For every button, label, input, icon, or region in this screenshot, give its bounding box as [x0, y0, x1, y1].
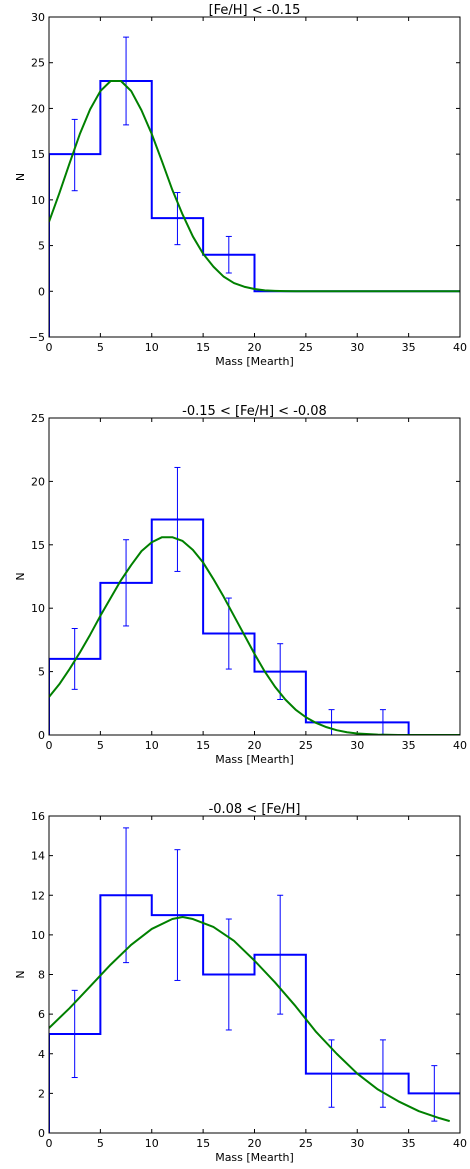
chart-title: -0.08 < [Fe/H]: [209, 802, 301, 817]
y-axis-label: N: [14, 572, 27, 580]
y-tick-label: 25: [31, 57, 45, 70]
fit-curve: [49, 80, 460, 293]
y-tick-label: 5: [38, 666, 45, 679]
x-tick-label: 15: [196, 1137, 210, 1150]
plot-frame: [48, 417, 461, 736]
plot-frame: [48, 815, 461, 1134]
x-tick-label: 0: [46, 341, 53, 354]
y-tick-label: 8: [38, 969, 45, 982]
chart-title: -0.15 < [Fe/H] < -0.08: [182, 404, 327, 419]
x-tick-label: 35: [402, 1137, 416, 1150]
y-tick-label: 0: [38, 285, 45, 298]
x-tick-label: 5: [97, 1137, 104, 1150]
x-tick-label: 30: [350, 739, 364, 752]
x-tick-label: 0: [46, 739, 53, 752]
plot-area: [49, 466, 460, 735]
x-tick-label: 30: [350, 341, 364, 354]
y-tick-label: 0: [38, 1127, 45, 1140]
y-tick-label: 5: [38, 240, 45, 253]
x-tick-label: 20: [248, 739, 262, 752]
y-tick-label: 15: [31, 148, 45, 161]
y-tick-label: 4: [38, 1048, 45, 1061]
x-tick-label: 10: [145, 1137, 159, 1150]
x-tick-label: 25: [299, 739, 313, 752]
y-tick-label: 10: [31, 194, 45, 207]
y-tick-label: 10: [31, 602, 45, 615]
x-tick-label: 35: [402, 341, 416, 354]
x-tick-label: 35: [402, 739, 416, 752]
chart-panel-2: -0.15 < [Fe/H] < -0.08 0 5 10 15 20 25 30 35 40 0 5…: [14, 404, 467, 766]
x-tick-label: 10: [145, 341, 159, 354]
x-tick-label: 15: [196, 739, 210, 752]
y-axis-label: N: [14, 173, 27, 181]
x-tick-label: 15: [196, 341, 210, 354]
y-tick-label: 12: [31, 889, 45, 902]
x-tick-label: 40: [453, 739, 467, 752]
x-tick-label: 10: [145, 739, 159, 752]
y-tick-label: 10: [31, 929, 45, 942]
x-tick-label: 20: [248, 341, 262, 354]
x-tick-label: 25: [299, 341, 313, 354]
x-tick-label: 40: [453, 1137, 467, 1150]
chart-panel-3: -0.08 < [Fe/H] 0 5 10 15 20 25 30 35 40 0 2 4 6 8 10 12 1…: [14, 802, 467, 1164]
x-tick-label: 0: [46, 1137, 53, 1150]
x-axis-label: Mass [Mearth]: [215, 753, 294, 766]
x-tick-label: 5: [97, 739, 104, 752]
y-tick-label: 30: [31, 11, 45, 24]
x-axis-label: Mass [Mearth]: [215, 1151, 294, 1164]
x-tick-label: 20: [248, 1137, 262, 1150]
x-tick-label: 5: [97, 341, 104, 354]
x-axis-label: Mass [Mearth]: [215, 355, 294, 368]
y-axis-label: N: [14, 970, 27, 978]
fit-curve: [49, 916, 451, 1123]
y-tick-label: 15: [31, 539, 45, 552]
x-tick-label: 25: [299, 1137, 313, 1150]
chart-title: [Fe/H] < -0.15: [209, 3, 301, 18]
y-tick-label: 25: [31, 412, 45, 425]
y-tick-label: 14: [31, 850, 45, 863]
x-tick-label: 30: [350, 1137, 364, 1150]
y-tick-label: 2: [38, 1087, 45, 1100]
plot-area: [49, 827, 460, 1133]
fit-curve: [49, 536, 460, 735]
y-tick-label: 20: [31, 102, 45, 115]
y-tick-label: −5: [29, 331, 45, 344]
plot-area: [49, 36, 460, 337]
y-tick-label: 16: [31, 810, 45, 823]
y-tick-label: 6: [38, 1008, 45, 1021]
y-tick-label: 0: [38, 729, 45, 742]
x-tick-label: 40: [453, 341, 467, 354]
plot-frame: [48, 16, 461, 338]
y-tick-label: 20: [31, 475, 45, 488]
chart-panel-1: [Fe/H] < -0.150 5 10 15 20 25 30 35 40−505101520…: [14, 3, 467, 368]
